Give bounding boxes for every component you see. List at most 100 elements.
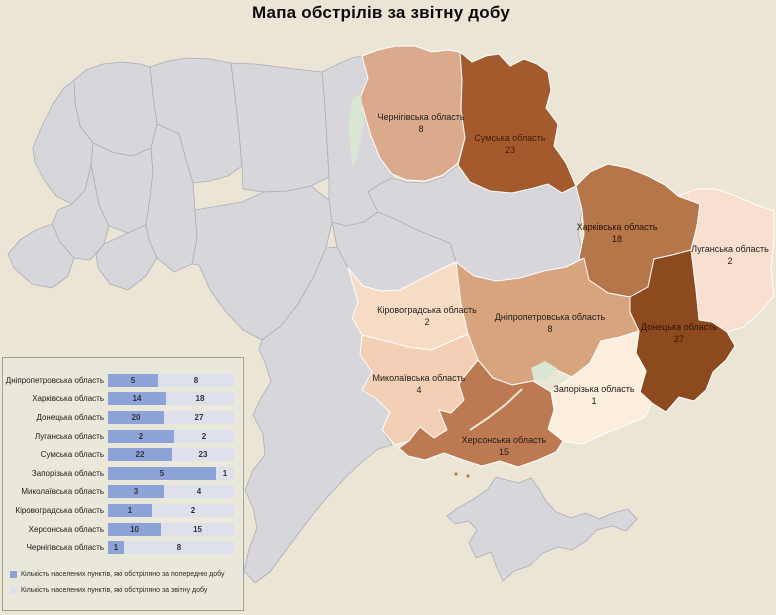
region-value: 18 <box>611 234 623 244</box>
chart-row-label: Донецька область <box>36 412 104 422</box>
bar-previous-day: 5 <box>108 373 159 387</box>
bar-previous-day: 2 <box>108 429 175 443</box>
legend-swatch-icon <box>10 586 17 594</box>
value-previous-day: 5 <box>130 375 136 385</box>
bar-previous-day: 5 <box>108 466 216 480</box>
bar-previous-day: 1 <box>108 503 152 517</box>
chart-row: Донецька область 20 27 <box>3 408 243 427</box>
bar-reporting-day: 15 <box>161 523 234 536</box>
chart-row-label: Луганська область <box>34 431 104 441</box>
chart-row-label: Миколаївська область <box>21 487 104 497</box>
chart-row: Луганська область 2 2 <box>3 427 243 446</box>
region-label: Дніпропетровська область 8 <box>495 311 606 335</box>
chart-row-bars: 22 23 <box>108 448 234 462</box>
value-previous-day: 14 <box>132 394 142 404</box>
legend-label: Кількість населених пунктів, які обстріл… <box>21 586 208 594</box>
region-shape-khersonska <box>398 359 564 468</box>
value-previous-day: 20 <box>131 412 141 422</box>
region-label: Херсонська область 15 <box>462 434 547 458</box>
kherson-coast-island <box>466 474 470 478</box>
region-name: Миколаївська область <box>372 373 466 383</box>
kyiv-reservoir <box>349 94 364 170</box>
chart-row-bars: 14 18 <box>108 392 234 406</box>
value-previous-day: 5 <box>159 468 165 478</box>
chart-row: Дніпропетровська область 5 8 <box>3 371 243 390</box>
region-shape-sumska <box>457 51 577 194</box>
region-value: 8 <box>547 324 553 334</box>
chart-row-bars: 20 27 <box>108 410 234 424</box>
bar-previous-day: 10 <box>108 522 162 536</box>
bar-reporting-day: 2 <box>174 430 234 443</box>
value-reporting-day: 18 <box>195 394 205 404</box>
chart-row: Херсонська область 10 15 <box>3 520 243 539</box>
region-value: 2 <box>424 317 430 327</box>
value-previous-day: 2 <box>138 431 144 441</box>
chart-row-label: Дніпропетровська область <box>5 375 104 385</box>
shelling-chart-panel: Дніпропетровська область 5 8 Харківська обл… <box>2 357 244 611</box>
chart-row-label: Кіровоградська область <box>15 505 104 515</box>
region-name: Чернігівська область <box>377 112 465 122</box>
region-shape-donetska <box>629 249 736 413</box>
value-previous-day: 3 <box>133 487 139 497</box>
region-name: Херсонська область <box>461 435 547 445</box>
bar-reporting-day: 18 <box>166 392 234 405</box>
value-reporting-day: 23 <box>198 450 208 460</box>
chart-row-label: Запорізька область <box>31 468 104 478</box>
region-label: Запорізька область 1 <box>553 383 634 407</box>
chart-row-bars: 10 15 <box>108 522 234 536</box>
region-value: 27 <box>673 334 684 344</box>
legend-label: Кількість населених пунктів, які обстріл… <box>21 570 225 578</box>
chart-row: Кіровоградська область 1 2 <box>3 501 243 520</box>
region-name: Луганська область <box>691 244 769 254</box>
value-previous-day: 22 <box>135 450 145 460</box>
dnipro-river <box>469 388 523 431</box>
region-name: Кіровоградська область <box>377 305 477 315</box>
bar-reporting-day: 27 <box>164 411 234 424</box>
kherson-coast-island <box>454 472 458 476</box>
bar-previous-day: 1 <box>108 541 124 555</box>
page-title: Мапа обстрілів за звітну добу <box>251 3 511 22</box>
region-label: Харківська область 18 <box>577 221 658 245</box>
legend-entry: Кількість населених пунктів, які обстріл… <box>10 566 225 582</box>
chart-legend: Кількість населених пунктів, які обстріл… <box>10 566 225 598</box>
kakhovka-reservoir <box>531 361 558 380</box>
chart-row-label: Чернігівська область <box>26 543 104 553</box>
chart-rows: Дніпропетровська область 5 8 Харківська обл… <box>3 371 243 557</box>
bar-reporting-day: 1 <box>216 467 234 480</box>
region-name: Сумська область <box>474 133 546 143</box>
region-value: 1 <box>591 396 597 406</box>
value-previous-day: 1 <box>113 543 119 553</box>
bar-reporting-day: 8 <box>124 541 234 554</box>
value-reporting-day: 2 <box>201 431 207 441</box>
region-shape-krym <box>446 476 638 582</box>
bar-reporting-day: 4 <box>164 485 234 498</box>
region-value: 4 <box>416 385 422 395</box>
region-shape-chernivetska <box>95 224 158 291</box>
region-label: Луганська область 2 <box>691 243 769 267</box>
region-label: Кіровоградська область 2 <box>377 304 477 328</box>
bar-reporting-day: 8 <box>158 374 234 387</box>
region-value: 8 <box>418 124 424 134</box>
chart-row: Сумська область 22 23 <box>3 445 243 464</box>
legend-swatch-icon <box>10 570 17 578</box>
region-label: Миколаївська область 4 <box>373 372 466 396</box>
value-reporting-day: 4 <box>196 487 202 497</box>
value-previous-day: 10 <box>130 524 139 534</box>
chart-row: Запорізька область 5 1 <box>3 464 243 483</box>
value-previous-day: 1 <box>127 505 133 515</box>
region-value: 23 <box>504 145 515 155</box>
bar-previous-day: 3 <box>108 485 164 499</box>
chart-row-label: Сумська область <box>40 450 104 460</box>
region-label: Сумська область 23 <box>474 132 545 156</box>
chart-row: Харківська область 14 18 <box>3 390 243 409</box>
region-name: Харківська область <box>576 222 658 232</box>
region-label: Чернігівська область 8 <box>377 111 464 135</box>
value-reporting-day: 15 <box>193 524 202 534</box>
region-name: Дніпропетровська область <box>494 312 606 322</box>
region-value: 15 <box>498 447 509 457</box>
